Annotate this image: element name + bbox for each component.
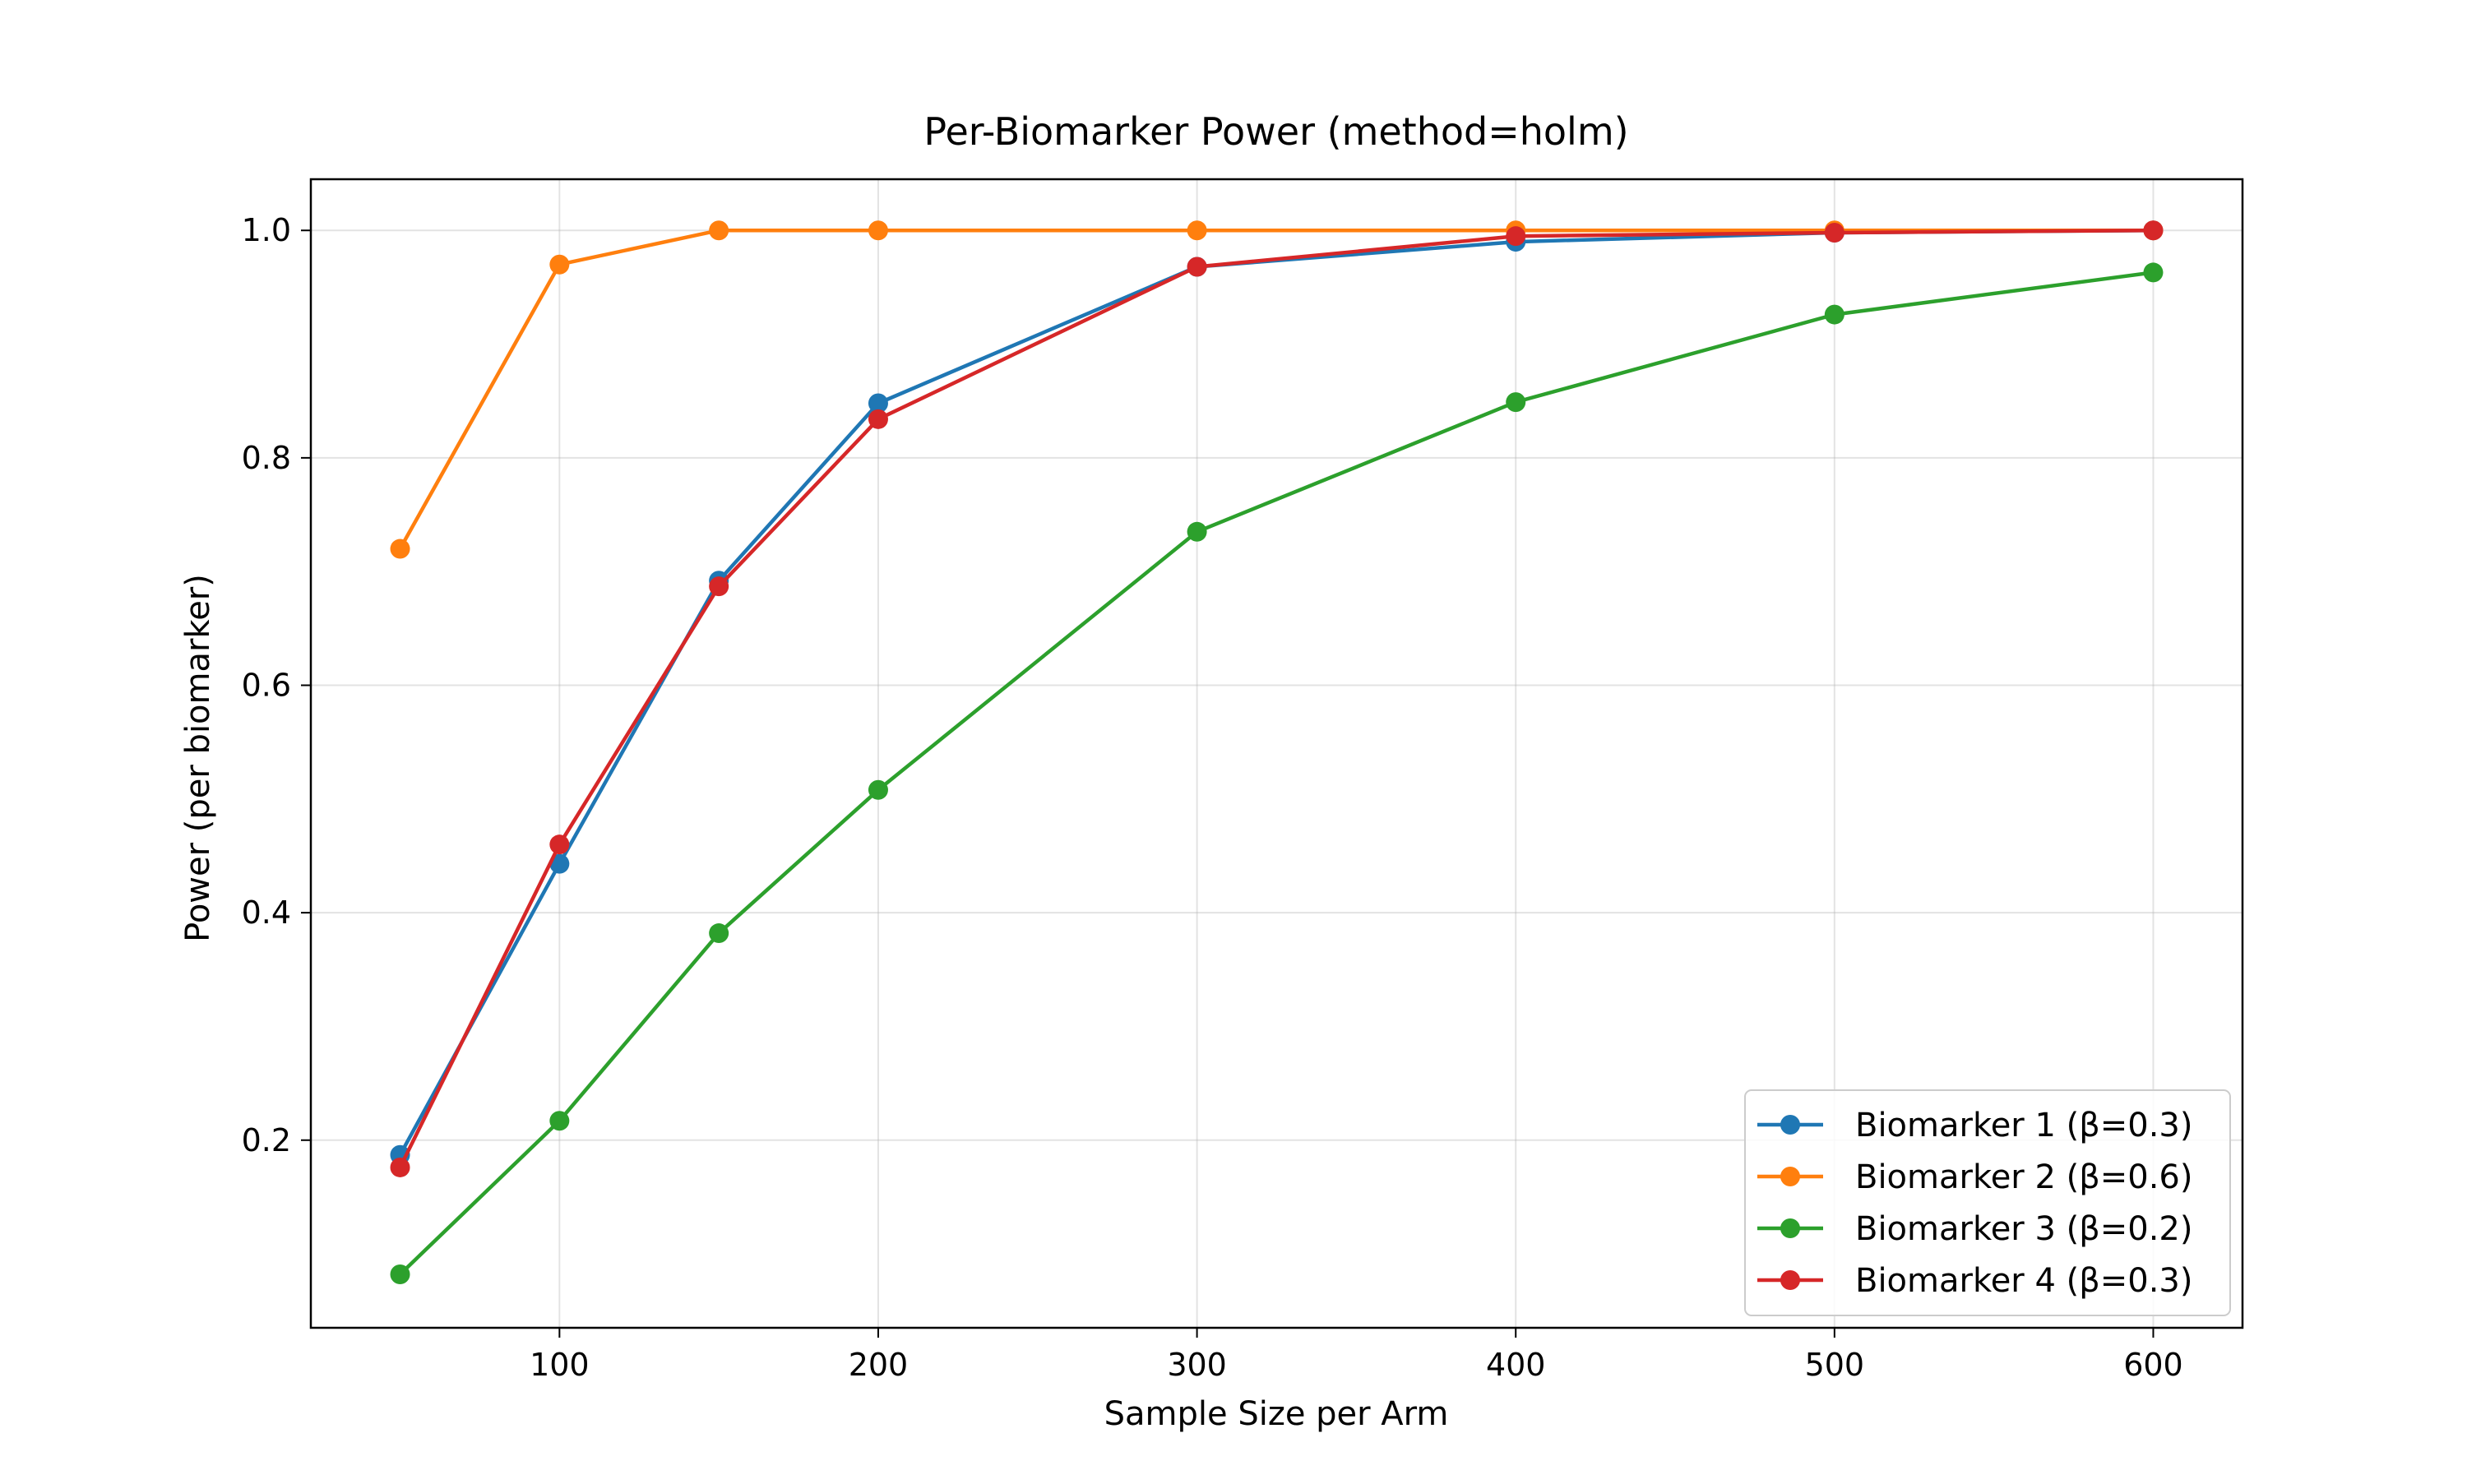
data-point: [549, 1111, 570, 1131]
x-tick-label: 500: [1805, 1347, 1865, 1383]
y-axis-title: Power (per biomarker): [179, 574, 217, 942]
data-point: [390, 539, 410, 559]
series-line: [398, 228, 2154, 1156]
data-point: [868, 779, 888, 800]
legend-marker: [1780, 1270, 1800, 1290]
series-layer: [390, 220, 2164, 1284]
legend-label: Biomarker 1 (β=0.3): [1855, 1107, 2193, 1144]
x-tick-label: 100: [530, 1347, 590, 1383]
legend-item: Biomarker 2 (β=0.6): [1757, 1158, 2193, 1196]
y-tick-label: 0.4: [242, 895, 291, 931]
data-point: [1506, 392, 1526, 413]
data-point: [709, 923, 729, 944]
data-point: [709, 220, 729, 241]
data-point: [2143, 220, 2164, 241]
x-tick-label: 200: [849, 1347, 909, 1383]
x-tick-label: 400: [1486, 1347, 1546, 1383]
data-point: [549, 254, 570, 275]
series-1: [390, 220, 2164, 1165]
series-3: [390, 262, 2164, 1284]
data-point: [868, 409, 888, 429]
data-point: [868, 220, 888, 241]
series-line: [398, 228, 2154, 550]
grid-lines: [311, 179, 2243, 1328]
data-point: [1187, 521, 1207, 542]
legend-label: Biomarker 3 (β=0.2): [1855, 1210, 2193, 1248]
data-point: [549, 853, 570, 874]
x-tick-label: 300: [1167, 1347, 1227, 1383]
series-2: [390, 220, 2164, 559]
data-point: [868, 393, 888, 414]
data-point: [549, 834, 570, 855]
y-tick-label: 0.8: [242, 440, 291, 476]
legend-item: Biomarker 4 (β=0.3): [1757, 1262, 2193, 1300]
legend: Biomarker 1 (β=0.3) Biomarker 2 (β=0.6) Bi…: [1744, 1089, 2231, 1316]
y-tick-label: 0.6: [242, 668, 291, 704]
legend-item: Biomarker 1 (β=0.3): [1757, 1107, 2193, 1144]
data-point: [390, 1264, 410, 1284]
legend-item: Biomarker 3 (β=0.2): [1757, 1210, 2193, 1248]
data-point: [2143, 262, 2164, 283]
legend-marker: [1780, 1167, 1800, 1186]
x-tick-label: 600: [2123, 1347, 2183, 1383]
y-tick-label: 0.2: [242, 1122, 291, 1158]
legend-marker: [1780, 1218, 1800, 1238]
data-point: [709, 576, 729, 597]
legend-label: Biomarker 2 (β=0.6): [1855, 1158, 2193, 1196]
chart-title: Per-Biomarker Power (method=holm): [923, 109, 1628, 154]
axis-ticks: 100 200 300 400 500 600 0.2 0.4 0.6 0.8 1.0: [242, 212, 2183, 1383]
y-tick-label: 1.0: [242, 212, 291, 248]
data-point: [1187, 257, 1207, 277]
plot-frame: [309, 178, 2244, 1329]
data-point: [1824, 304, 1844, 325]
data-point: [1824, 223, 1844, 243]
series-line: [398, 270, 2154, 1276]
legend-label: Biomarker 4 (β=0.3): [1855, 1262, 2193, 1300]
data-point: [1506, 226, 1526, 247]
data-point: [390, 1157, 410, 1177]
x-axis-title: Sample Size per Arm: [1104, 1395, 1449, 1433]
series-line: [398, 228, 2154, 1168]
legend-marker: [1780, 1115, 1800, 1135]
data-point: [1187, 220, 1207, 241]
series-4: [390, 220, 2164, 1177]
legend-box: [1744, 1089, 2231, 1316]
